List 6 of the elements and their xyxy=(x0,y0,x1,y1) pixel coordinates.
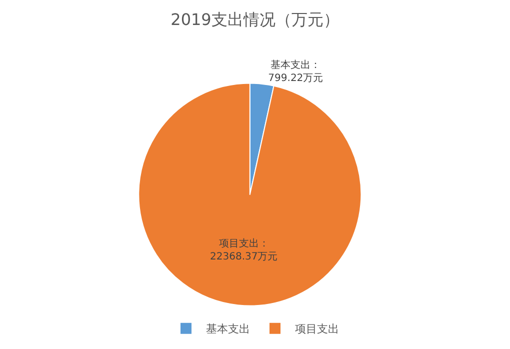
data-label: 基本支出： 799.22万元 xyxy=(268,59,324,84)
legend-label: 基本支出 xyxy=(206,322,250,336)
chart-title: 2019支出情况（万元） xyxy=(170,10,340,30)
legend-label: 项目支出 xyxy=(295,322,339,336)
data-label: 项目支出： 22368.37万元 xyxy=(210,237,278,262)
pie-slice xyxy=(138,82,362,306)
